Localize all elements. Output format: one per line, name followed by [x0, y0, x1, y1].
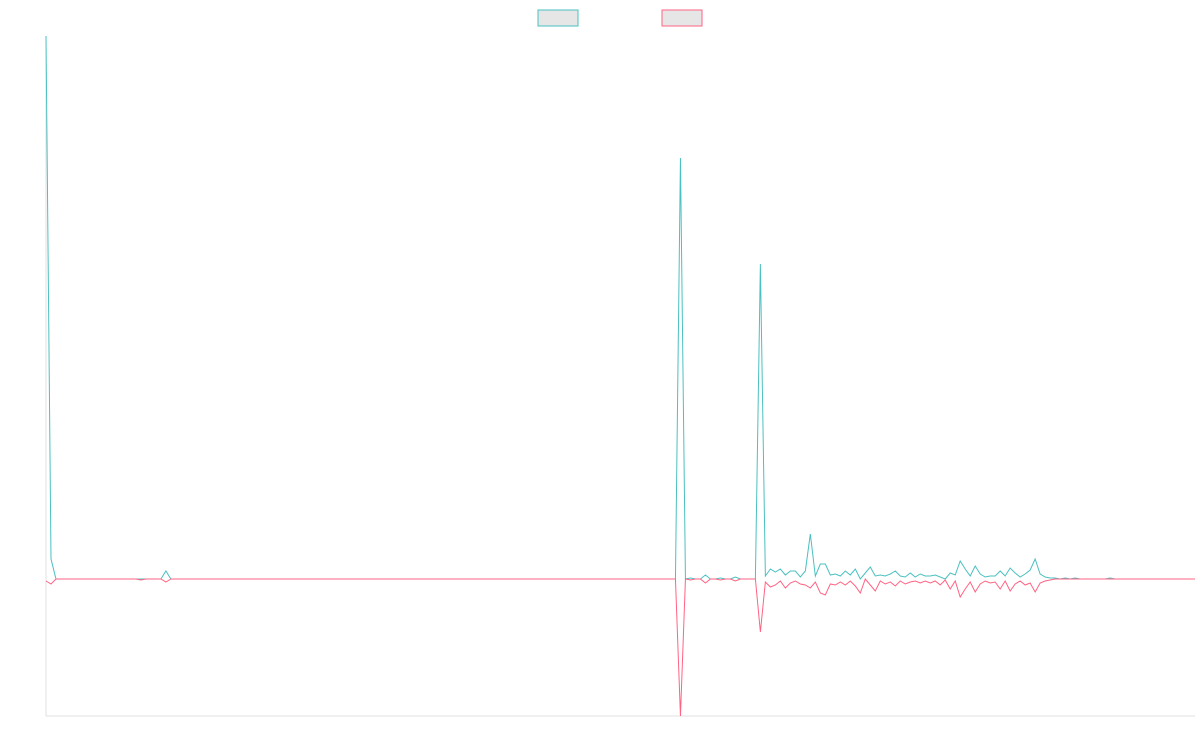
legend-swatch: [661, 9, 703, 27]
legend-swatch: [537, 9, 579, 27]
series-line: [45, 35, 1195, 580]
series-line: [45, 578, 1195, 717]
